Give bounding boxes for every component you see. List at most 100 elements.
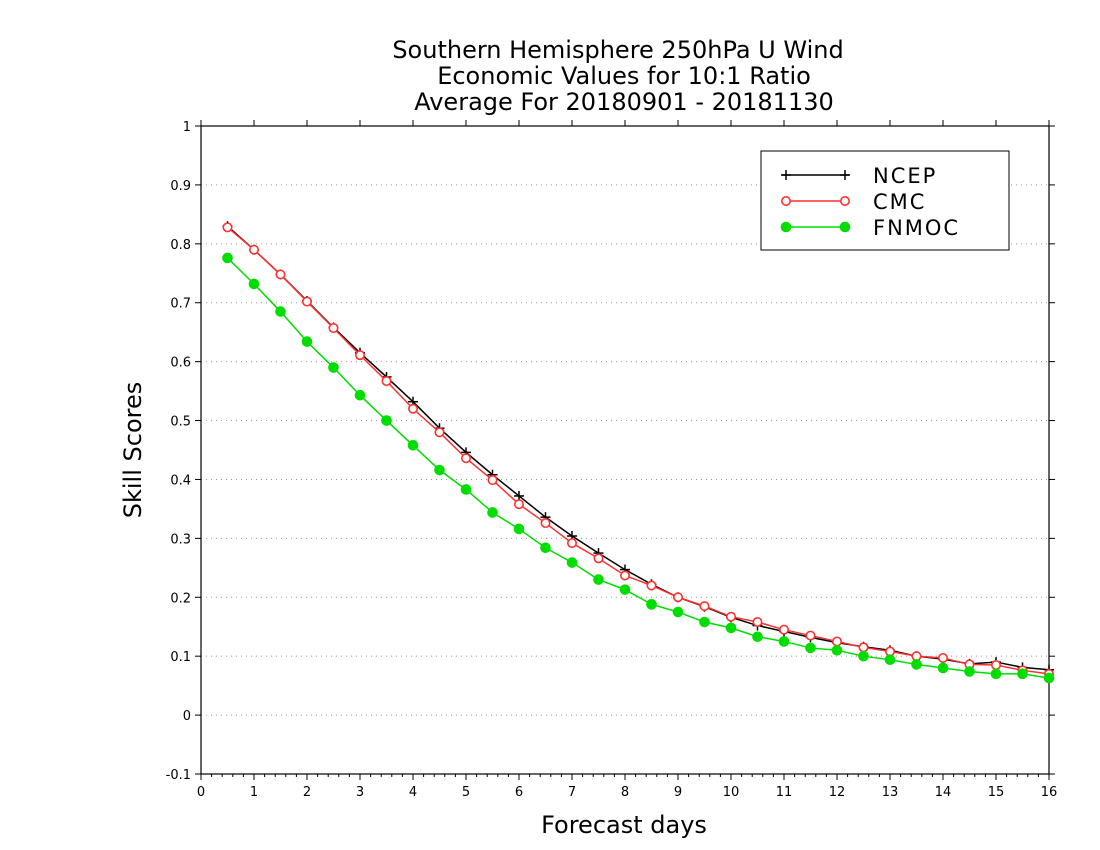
data-point-cmc: [805, 630, 816, 641]
data-point-cmc: [566, 538, 577, 549]
x-tick-label: 15: [988, 785, 1005, 800]
data-point-fnmoc: [460, 484, 472, 495]
data-point-cmc: [884, 646, 895, 657]
data-point-cmc: [513, 499, 524, 510]
data-point-fnmoc: [619, 584, 631, 595]
data-point-fnmoc: [937, 662, 949, 674]
title-line-3: Average For 20180901 - 20181130: [414, 88, 834, 116]
data-point-cmc: [725, 611, 736, 622]
legend-marker-ncep: [781, 170, 791, 180]
x-tick-label: 6: [515, 785, 523, 800]
data-point-cmc: [381, 376, 392, 387]
data-point-fnmoc: [778, 636, 790, 647]
x-tick-label: 1: [250, 785, 258, 800]
x-tick-label: 9: [674, 785, 682, 800]
chart-title: Southern Hemisphere 250hPa U Wind Econom…: [392, 36, 843, 116]
data-point-cmc: [778, 624, 789, 635]
y-axis-title: Skill Scores: [119, 382, 147, 519]
data-point-cmc: [672, 592, 683, 603]
x-tick-label: 8: [621, 785, 629, 800]
data-point-fnmoc: [672, 606, 684, 618]
y-tick-label: -0.1: [166, 768, 191, 783]
data-point-fnmoc: [301, 336, 313, 347]
data-point-cmc: [249, 244, 260, 255]
data-point-fnmoc: [725, 622, 737, 634]
series-ncep: [222, 221, 1054, 675]
axis-ticks: -0.100.10.20.30.40.50.60.70.80.910 1 2 3 4 5 6…: [166, 120, 1058, 800]
data-point-fnmoc: [513, 523, 525, 535]
data-point-fnmoc: [540, 542, 551, 554]
data-point-cmc: [460, 453, 471, 464]
x-tick-label: 4: [409, 785, 417, 800]
series-cmc: [222, 222, 1055, 679]
data-point-fnmoc: [752, 631, 763, 643]
series-line-fnmoc: [226, 257, 1050, 679]
legend-label-cmc: CMC: [873, 190, 926, 214]
legend-marker-cmc: [780, 196, 791, 207]
y-tick-label: 0.3: [170, 532, 191, 547]
data-point-cmc: [301, 296, 312, 307]
data-point-cmc: [858, 642, 869, 653]
y-tick-label: 0: [183, 709, 191, 724]
data-point-cmc: [354, 350, 365, 361]
data-point-cmc: [407, 403, 418, 414]
y-tick-label: 0.2: [170, 591, 191, 606]
data-point-fnmoc: [699, 616, 710, 628]
legend-label-fnmoc: FNMOC: [873, 216, 960, 240]
data-point-cmc: [434, 427, 445, 438]
data-point-fnmoc: [566, 557, 578, 568]
data-point-fnmoc: [884, 654, 896, 666]
data-point-fnmoc: [858, 650, 869, 662]
x-tick-label: 14: [935, 785, 952, 800]
series-line-ncep: [227, 225, 1050, 671]
x-tick-label: 10: [723, 785, 740, 800]
legend-marker-fnmoc: [839, 221, 851, 233]
data-point-cmc: [752, 617, 763, 628]
data-point-fnmoc: [646, 599, 657, 610]
data-point-cmc: [487, 475, 498, 486]
data-point-cmc: [275, 269, 286, 280]
data-point-cmc: [831, 636, 842, 647]
x-tick-label: 16: [1041, 785, 1058, 800]
data-point-fnmoc: [487, 507, 498, 518]
y-tick-label: 0.6: [170, 356, 191, 371]
data-point-fnmoc: [1043, 672, 1055, 684]
data-point-fnmoc: [593, 574, 604, 585]
x-tick-label: 3: [356, 785, 364, 800]
series-line-cmc: [227, 226, 1050, 675]
data-point-fnmoc: [248, 278, 260, 290]
legend-label-ncep: NCEP: [873, 164, 937, 188]
legend-marker-ncep: [840, 170, 850, 180]
data-point-cmc: [222, 222, 233, 233]
data-point-fnmoc: [354, 389, 366, 401]
x-tick-label: 12: [829, 785, 846, 800]
data-point-fnmoc: [222, 252, 233, 264]
legend-marker-cmc: [839, 196, 850, 207]
data-point-cmc: [699, 601, 710, 612]
y-tick-label: 0.7: [170, 297, 191, 312]
series-fnmoc: [222, 252, 1055, 684]
data-point-cmc: [646, 580, 657, 591]
data-point-fnmoc: [964, 666, 975, 677]
title-line-1: Southern Hemisphere 250hPa U Wind: [392, 36, 843, 64]
y-tick-label: 0.5: [170, 415, 191, 430]
data-point-fnmoc: [328, 362, 339, 373]
y-tick-label: 1: [183, 120, 191, 135]
title-line-2: Economic Values for 10:1 Ratio: [437, 62, 811, 90]
x-tick-label: 11: [776, 785, 793, 800]
data-point-cmc: [328, 323, 339, 334]
x-axis-title: Forecast days: [541, 811, 707, 839]
data-point-cmc: [593, 553, 604, 564]
y-tick-label: 0.1: [170, 650, 191, 665]
x-tick-label: 5: [462, 785, 470, 800]
data-point-fnmoc: [1017, 668, 1028, 680]
x-tick-label: 2: [303, 785, 311, 800]
data-point-fnmoc: [434, 464, 445, 476]
data-point-cmc: [540, 518, 551, 529]
y-tick-label: 0.9: [170, 179, 191, 194]
data-point-cmc: [937, 652, 948, 663]
data-point-fnmoc: [911, 659, 922, 670]
data-point-cmc: [619, 570, 630, 581]
data-point-fnmoc: [990, 668, 1002, 680]
